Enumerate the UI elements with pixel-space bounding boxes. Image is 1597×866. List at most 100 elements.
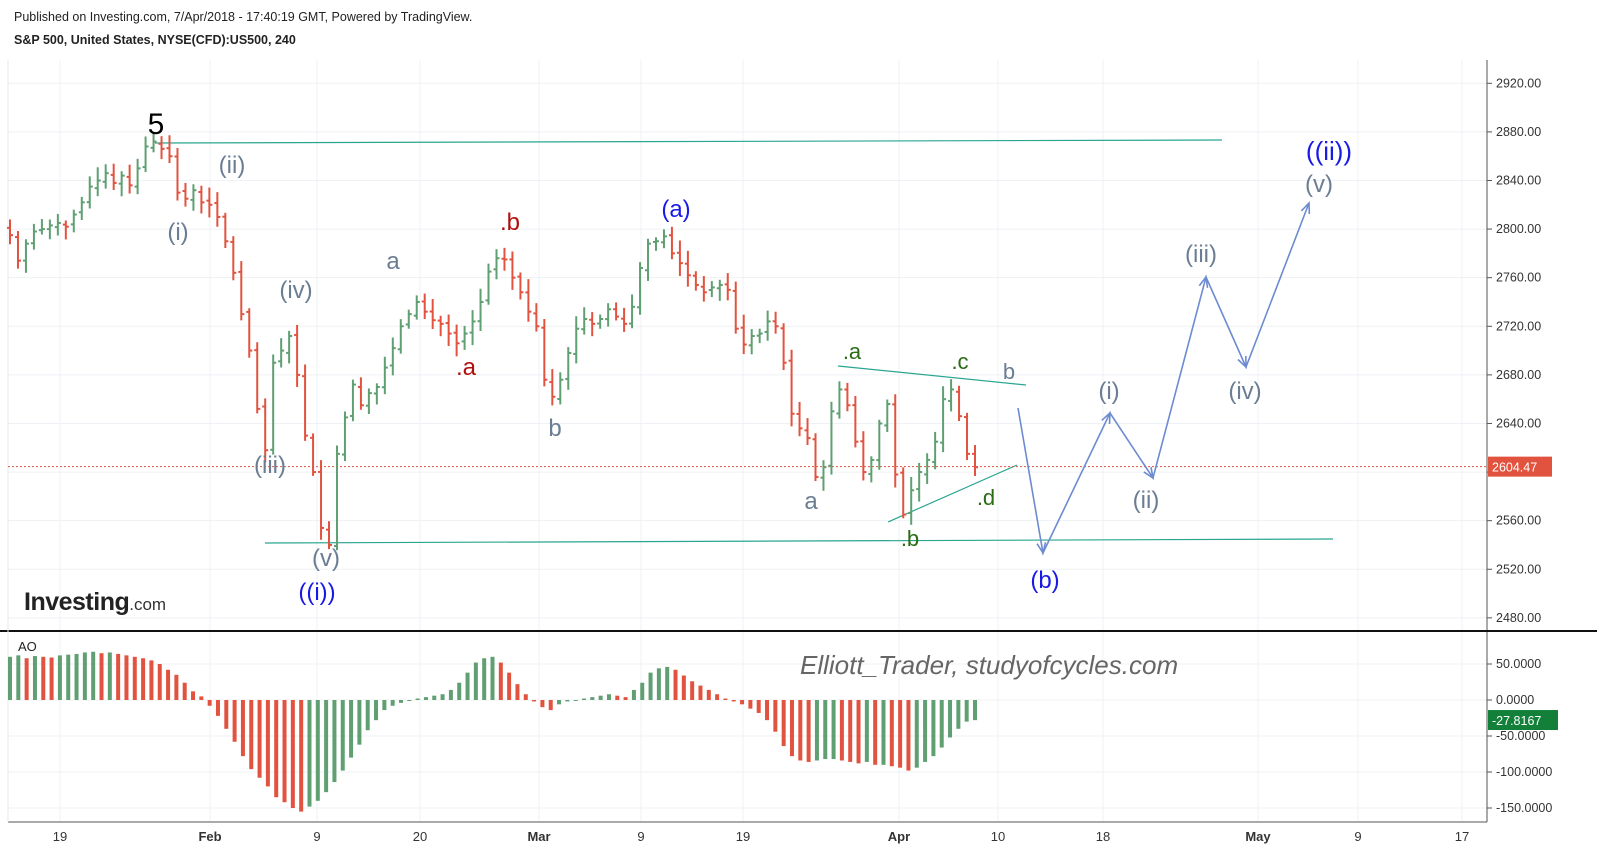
ao-bar [582, 698, 587, 700]
ao-bar [141, 658, 146, 700]
wave-label: a [386, 248, 400, 275]
ao-bar [432, 695, 437, 700]
ao-bar [240, 700, 245, 757]
ao-indicator-label: AO [18, 639, 37, 654]
arrow-head [1143, 467, 1155, 480]
ao-bar [66, 654, 71, 700]
x-tick-label: 17 [1455, 829, 1469, 844]
ao-bar [124, 655, 129, 700]
ao-bar [756, 700, 761, 713]
ao-bar [315, 700, 320, 801]
ao-bar [91, 651, 96, 700]
wave-label: ((i)) [298, 579, 335, 606]
ao-bar [548, 700, 553, 711]
ao-bar [257, 700, 262, 778]
ao-value-tag [1488, 710, 1558, 731]
ao-bar [423, 697, 428, 700]
ao-bar [299, 700, 304, 812]
ao-tick-label: -50.0000 [1496, 729, 1545, 743]
wave-label: b [1003, 359, 1015, 384]
x-tick-label: Apr [888, 829, 910, 844]
y-tick-label: 2640.00 [1496, 416, 1541, 430]
ao-bar [814, 700, 819, 761]
ao-bar [681, 675, 686, 700]
ao-bar [357, 700, 362, 745]
wave-label: b [548, 415, 561, 442]
y-tick-label: 2920.00 [1496, 76, 1541, 90]
ao-bar [856, 700, 861, 764]
ao-bar [498, 662, 503, 700]
ao-bar [690, 681, 695, 700]
y-tick-label: 2560.00 [1496, 514, 1541, 528]
ao-bar [215, 700, 220, 716]
ao-bar [606, 694, 611, 700]
wave-label: ((ii)) [1306, 136, 1352, 166]
ao-bar [798, 700, 803, 761]
ao-bar [623, 697, 628, 700]
ao-bar [881, 700, 886, 765]
x-tick-label: 19 [53, 829, 67, 844]
x-tick-label: Mar [527, 829, 550, 844]
ao-bar [715, 694, 720, 700]
ao-bar [740, 700, 745, 705]
ao-bar [41, 656, 46, 700]
wave-label: (iv) [1228, 378, 1261, 405]
wave-label: a [804, 488, 818, 515]
projection-line [1017, 202, 1310, 556]
wave-label: 5 [148, 108, 165, 141]
ao-bar [457, 682, 462, 700]
ao-bar [532, 700, 537, 702]
ao-bar [964, 700, 969, 722]
ao-bar [166, 669, 171, 700]
arrow-head [1237, 355, 1247, 369]
ao-bar [116, 653, 121, 700]
ao-bar [8, 656, 12, 700]
ao-bar [507, 672, 512, 700]
wave-label: (b) [1030, 567, 1059, 594]
ao-bar [914, 700, 919, 768]
wave-labels: 5 (i) (ii) (iii) (iv) (v) ((i)) a b .a .b (a) a .a .b.… [148, 108, 1352, 606]
ao-bar [340, 700, 345, 771]
ao-bar [723, 698, 728, 700]
ao-bar [823, 700, 828, 760]
ao-bar [565, 700, 570, 702]
ao-bar [523, 694, 528, 700]
ao-bar [573, 700, 578, 701]
ao-bar [448, 689, 453, 700]
ao-bar [864, 700, 869, 762]
ao-bar [706, 689, 711, 700]
ao-value: -27.8167 [1492, 714, 1541, 728]
investing-logo: Investing.com [24, 588, 167, 616]
ao-bar [307, 700, 312, 807]
publish-info: Published on Investing.com, 7/Apr/2018 -… [14, 10, 473, 24]
ao-bar [398, 700, 403, 703]
ao-bar [831, 700, 836, 760]
ao-bar [24, 658, 29, 700]
ao-bar [274, 700, 279, 798]
ao-bar [132, 656, 137, 700]
wave-label: .a [456, 354, 477, 381]
y-tick-label: 2880.00 [1496, 125, 1541, 139]
ao-bar [640, 682, 645, 700]
ohlc-bars [7, 133, 978, 551]
ao-bar [465, 672, 470, 700]
x-tick-label: May [1245, 829, 1271, 844]
ao-bar [665, 666, 670, 700]
ao-bar [332, 700, 337, 783]
y-tick-label: 2680.00 [1496, 368, 1541, 382]
ao-bar [207, 700, 212, 706]
ao-bar [199, 696, 204, 700]
y-tick-label: 2840.00 [1496, 173, 1541, 187]
ao-bar [249, 700, 254, 770]
y-tick-label: 2800.00 [1496, 222, 1541, 236]
ao-bar [923, 700, 928, 762]
ao-bar [906, 700, 911, 771]
ao-bar [839, 700, 844, 761]
ao-histogram [8, 651, 977, 812]
ao-tick-label: -150.0000 [1496, 801, 1552, 815]
grid-lines [8, 60, 1487, 822]
ao-bar [191, 691, 196, 700]
ao-bar [265, 700, 270, 787]
wave-label: .b [901, 526, 919, 551]
